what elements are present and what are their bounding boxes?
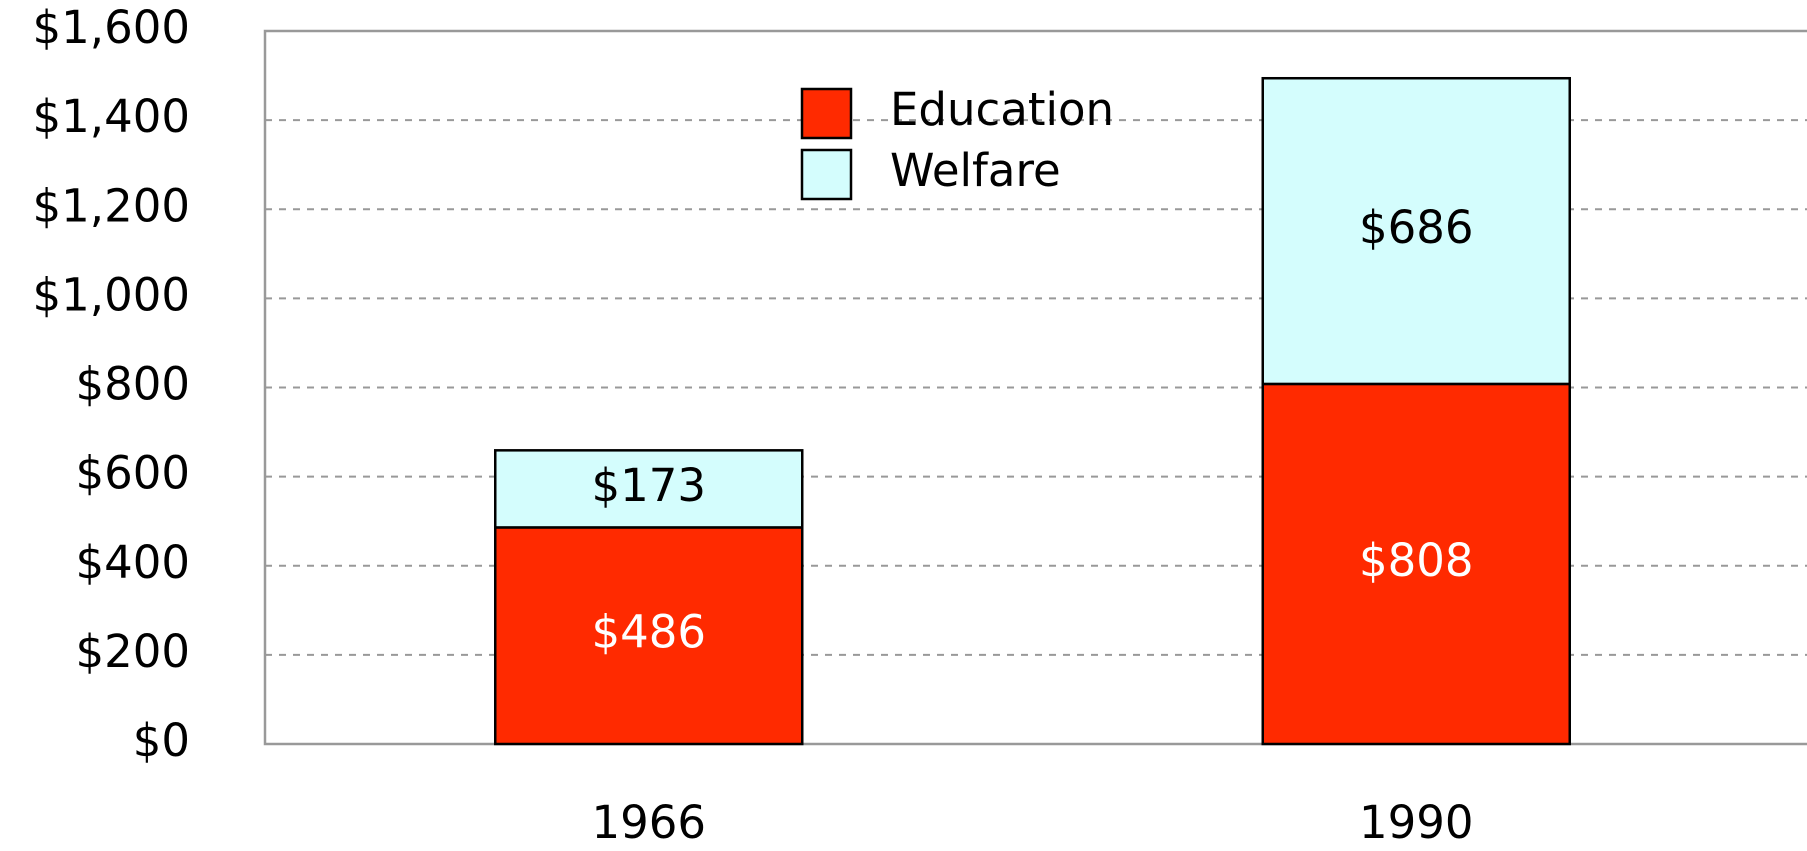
- value-label: $686: [1359, 201, 1474, 254]
- y-tick-label: $0: [133, 714, 190, 767]
- value-label: $486: [591, 606, 706, 659]
- bar-segment: [1261, 76, 1571, 386]
- legend-swatch: [800, 87, 853, 140]
- x-tick-label: 1966: [591, 796, 706, 849]
- y-tick-label: $800: [75, 358, 190, 411]
- y-tick-label: $600: [75, 447, 190, 500]
- y-tick-label: $1,600: [33, 1, 190, 54]
- y-tick-label: $1,000: [33, 268, 190, 321]
- legend-swatch: [800, 148, 853, 201]
- x-tick-label: 1990: [1359, 796, 1474, 849]
- legend-label: Education: [890, 83, 1114, 136]
- bar-segment: [1261, 382, 1571, 746]
- bar-segment: [494, 526, 804, 746]
- y-tick-label: $1,400: [33, 90, 190, 143]
- y-tick-label: $200: [75, 625, 190, 678]
- value-label: $808: [1359, 534, 1474, 587]
- y-tick-label: $400: [75, 536, 190, 589]
- legend-label: Welfare: [890, 144, 1061, 197]
- y-tick-label: $1,200: [33, 179, 190, 232]
- value-label: $173: [591, 459, 706, 512]
- bar-segment: [494, 449, 804, 529]
